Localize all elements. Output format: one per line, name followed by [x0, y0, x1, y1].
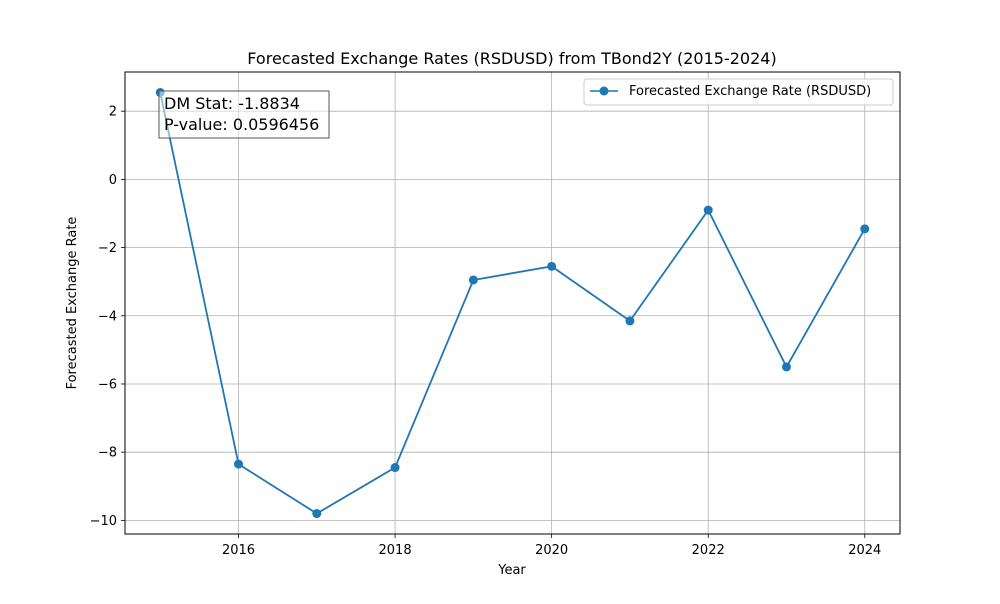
y-tick-label: −4: [98, 309, 117, 324]
x-tick-label: 2018: [379, 543, 412, 558]
stats-annotation: DM Stat: -1.8834 P-value: 0.0596456: [158, 90, 330, 139]
dm-stat-text: DM Stat: -1.8834: [164, 94, 300, 113]
data-point: [312, 509, 322, 519]
y-tick-label: 0: [109, 173, 117, 188]
legend-box: [583, 78, 894, 106]
data-point: [703, 205, 713, 215]
plot-area-frame: [124, 71, 901, 535]
y-axis-ticks: 2 0 −2 −4 −6 −8 −10: [90, 105, 125, 529]
p-value-text: P-value: 0.0596456: [164, 115, 319, 134]
x-axis-ticks: 2016 2018 2020 2022 2024: [222, 534, 881, 558]
y-tick-label: −6: [98, 377, 117, 392]
x-tick-label: 2020: [535, 543, 568, 558]
data-point: [547, 261, 557, 271]
legend-label: Forecasted Exchange Rate (RSDUSD): [629, 84, 871, 99]
y-tick-label: −8: [98, 446, 117, 461]
series-line: [159, 92, 866, 515]
x-axis-title: Year: [497, 563, 526, 578]
data-point: [468, 275, 478, 285]
annotation-box: [158, 90, 330, 139]
legend: Forecasted Exchange Rate (RSDUSD): [583, 78, 894, 106]
series-layer: [155, 87, 870, 519]
x-tick-label: 2016: [222, 543, 255, 558]
y-tick-label: 2: [109, 105, 117, 120]
x-tick-label: 2024: [848, 543, 881, 558]
y-tick-label: −2: [98, 241, 117, 256]
data-point: [860, 224, 870, 234]
data-point: [390, 463, 400, 473]
data-point: [625, 316, 635, 326]
y-axis-title: Forecasted Exchange Rate: [65, 217, 80, 390]
chart-title: Forecasted Exchange Rates (RSDUSD) from …: [247, 49, 776, 68]
data-point: [781, 362, 791, 372]
data-point: [234, 459, 244, 469]
x-tick-label: 2022: [692, 543, 725, 558]
y-tick-label: −10: [90, 514, 117, 529]
legend-marker-swatch: [599, 86, 609, 96]
